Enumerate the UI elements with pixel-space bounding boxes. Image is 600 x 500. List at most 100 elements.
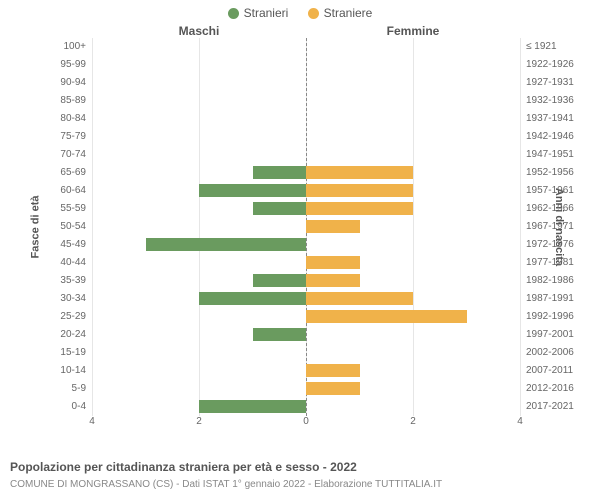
x-tick: 4 [517, 416, 523, 427]
age-label: 50-54 [60, 221, 92, 232]
x-axis: 4 2 0 2 4 [92, 416, 520, 434]
birth-label: 1967-1971 [520, 221, 574, 232]
age-row: 90-941927-1931 [92, 74, 520, 92]
legend: Stranieri Straniere [0, 0, 600, 24]
birth-label: 1962-1966 [520, 203, 574, 214]
age-label: 100+ [63, 41, 92, 52]
legend-female: Straniere [308, 6, 373, 20]
legend-male-label: Stranieri [244, 6, 289, 20]
age-row: 95-991922-1926 [92, 56, 520, 74]
age-label: 35-39 [60, 275, 92, 286]
age-label: 60-64 [60, 185, 92, 196]
age-row: 100+≤ 1921 [92, 38, 520, 56]
age-label: 45-49 [60, 239, 92, 250]
legend-male: Stranieri [228, 6, 289, 20]
age-label: 0-4 [72, 401, 92, 412]
rows-container: 100+≤ 192195-991922-192690-941927-193185… [92, 38, 520, 416]
bar-female [306, 184, 413, 197]
birth-label: 1947-1951 [520, 149, 574, 160]
bar-female [306, 202, 413, 215]
bar-female [306, 274, 360, 287]
age-row: 15-192002-2006 [92, 344, 520, 362]
age-label: 40-44 [60, 257, 92, 268]
x-tick: 2 [196, 416, 202, 427]
age-row: 35-391982-1986 [92, 272, 520, 290]
bar-female [306, 364, 360, 377]
birth-label: 1952-1956 [520, 167, 574, 178]
age-row: 70-741947-1951 [92, 146, 520, 164]
age-row: 25-291992-1996 [92, 308, 520, 326]
age-label: 90-94 [60, 77, 92, 88]
birth-label: ≤ 1921 [520, 41, 557, 52]
bar-male [199, 184, 306, 197]
age-label: 70-74 [60, 149, 92, 160]
age-label: 65-69 [60, 167, 92, 178]
legend-female-label: Straniere [324, 6, 373, 20]
column-titles: Maschi Femmine [0, 24, 600, 38]
bar-male [253, 166, 307, 179]
age-label: 80-84 [60, 113, 92, 124]
age-label: 5-9 [72, 383, 92, 394]
bar-female [306, 166, 413, 179]
x-tick: 4 [89, 416, 95, 427]
birth-label: 1932-1936 [520, 95, 574, 106]
bar-male [199, 292, 306, 305]
age-label: 55-59 [60, 203, 92, 214]
age-label: 25-29 [60, 311, 92, 322]
chart-title: Popolazione per cittadinanza straniera p… [10, 460, 357, 474]
age-label: 15-19 [60, 347, 92, 358]
age-label: 20-24 [60, 329, 92, 340]
x-tick: 0 [303, 416, 309, 427]
age-label: 10-14 [60, 365, 92, 376]
age-row: 10-142007-2011 [92, 362, 520, 380]
x-tick: 2 [410, 416, 416, 427]
circle-icon [228, 8, 239, 19]
age-row: 65-691952-1956 [92, 164, 520, 182]
birth-label: 1937-1941 [520, 113, 574, 124]
birth-label: 2002-2006 [520, 347, 574, 358]
birth-label: 2007-2011 [520, 365, 573, 376]
age-row: 20-241997-2001 [92, 326, 520, 344]
bar-male [146, 238, 307, 251]
birth-label: 1957-1961 [520, 185, 574, 196]
age-row: 55-591962-1966 [92, 200, 520, 218]
bar-male [253, 202, 307, 215]
bar-female [306, 256, 360, 269]
age-label: 30-34 [60, 293, 92, 304]
chart-subtitle: COMUNE DI MONGRASSANO (CS) - Dati ISTAT … [10, 479, 442, 490]
y-axis-left-title: Fasce di età [29, 195, 41, 258]
birth-label: 1987-1991 [520, 293, 574, 304]
circle-icon [308, 8, 319, 19]
birth-label: 1927-1931 [520, 77, 574, 88]
age-row: 30-341987-1991 [92, 290, 520, 308]
age-row: 80-841937-1941 [92, 110, 520, 128]
age-label: 85-89 [60, 95, 92, 106]
birth-label: 1942-1946 [520, 131, 574, 142]
birth-label: 2012-2016 [520, 383, 574, 394]
bar-female [306, 220, 360, 233]
bar-male [199, 400, 306, 413]
age-row: 50-541967-1971 [92, 218, 520, 236]
age-row: 60-641957-1961 [92, 182, 520, 200]
chart-area: Fasce di età Anni di nascita 100+≤ 19219… [0, 38, 600, 416]
right-col-title: Femmine [306, 24, 520, 38]
age-row: 5-92012-2016 [92, 380, 520, 398]
age-row: 85-891932-1936 [92, 92, 520, 110]
birth-label: 1992-1996 [520, 311, 574, 322]
birth-label: 1997-2001 [520, 329, 574, 340]
age-row: 75-791942-1946 [92, 128, 520, 146]
age-row: 0-42017-2021 [92, 398, 520, 416]
left-col-title: Maschi [92, 24, 306, 38]
birth-label: 1922-1926 [520, 59, 574, 70]
birth-label: 1982-1986 [520, 275, 574, 286]
birth-label: 1977-1981 [520, 257, 574, 268]
bar-male [253, 274, 307, 287]
bar-female [306, 292, 413, 305]
bar-female [306, 382, 360, 395]
age-row: 45-491972-1976 [92, 236, 520, 254]
bar-male [253, 328, 307, 341]
age-label: 75-79 [60, 131, 92, 142]
age-row: 40-441977-1981 [92, 254, 520, 272]
bar-female [306, 310, 467, 323]
plot: 100+≤ 192195-991922-192690-941927-193185… [92, 38, 520, 416]
